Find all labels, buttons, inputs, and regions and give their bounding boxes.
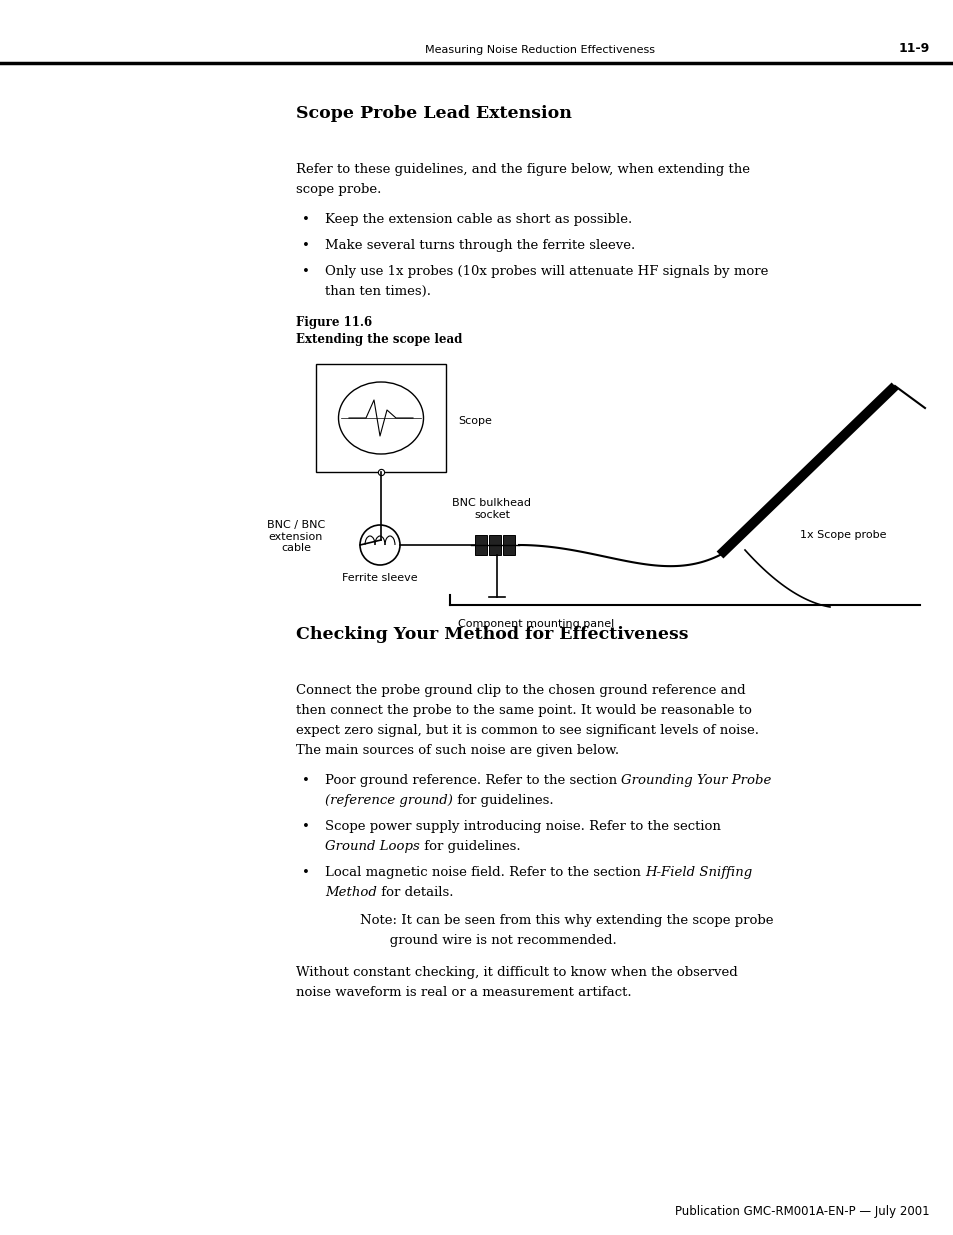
Text: Local magnetic noise field. Refer to the section: Local magnetic noise field. Refer to the… <box>325 866 644 879</box>
Text: 1x Scope probe: 1x Scope probe <box>800 530 885 540</box>
Text: Note: It can be seen from this why extending the scope probe: Note: It can be seen from this why exten… <box>359 914 773 927</box>
Text: H-Field Sniffing: H-Field Sniffing <box>644 866 752 879</box>
Text: •: • <box>302 774 310 787</box>
Text: •: • <box>302 240 310 252</box>
Text: for details.: for details. <box>376 885 453 899</box>
Text: ground wire is not recommended.: ground wire is not recommended. <box>359 934 616 947</box>
Text: Method: Method <box>325 885 376 899</box>
Text: noise waveform is real or a measurement artifact.: noise waveform is real or a measurement … <box>295 986 631 999</box>
Text: BNC / BNC
extension
cable: BNC / BNC extension cable <box>267 520 325 553</box>
Text: scope probe.: scope probe. <box>295 183 381 196</box>
Bar <box>315 364 446 472</box>
Text: for guidelines.: for guidelines. <box>419 840 519 853</box>
Text: •: • <box>302 820 310 832</box>
Text: Refer to these guidelines, and the figure below, when extending the: Refer to these guidelines, and the figur… <box>295 163 749 177</box>
Text: Only use 1x probes (10x probes will attenuate HF signals by more: Only use 1x probes (10x probes will atte… <box>325 266 767 278</box>
Text: (reference ground): (reference ground) <box>325 794 453 806</box>
Text: Checking Your Method for Effectiveness: Checking Your Method for Effectiveness <box>295 626 688 643</box>
Ellipse shape <box>338 382 423 454</box>
Text: •: • <box>302 866 310 879</box>
Text: Scope: Scope <box>457 416 492 426</box>
Text: Publication GMC-RM001A-EN-P — July 2001: Publication GMC-RM001A-EN-P — July 2001 <box>675 1205 929 1218</box>
Text: •: • <box>302 266 310 278</box>
Bar <box>502 535 515 555</box>
Text: Poor ground reference. Refer to the section: Poor ground reference. Refer to the sect… <box>325 774 620 787</box>
Text: Connect the probe ground clip to the chosen ground reference and: Connect the probe ground clip to the cho… <box>295 684 745 697</box>
Circle shape <box>359 525 399 564</box>
Text: then connect the probe to the same point. It would be reasonable to: then connect the probe to the same point… <box>295 704 751 718</box>
Text: Scope power supply introducing noise. Refer to the section: Scope power supply introducing noise. Re… <box>325 820 720 832</box>
Text: Keep the extension cable as short as possible.: Keep the extension cable as short as pos… <box>325 212 632 226</box>
Text: Extending the scope lead: Extending the scope lead <box>295 333 462 346</box>
Text: Figure 11.6: Figure 11.6 <box>295 316 372 329</box>
Text: •: • <box>302 212 310 226</box>
Text: The main sources of such noise are given below.: The main sources of such noise are given… <box>295 743 618 757</box>
Text: Without constant checking, it difficult to know when the observed: Without constant checking, it difficult … <box>295 966 737 979</box>
Text: than ten times).: than ten times). <box>325 285 431 298</box>
Text: Scope Probe Lead Extension: Scope Probe Lead Extension <box>295 105 571 122</box>
Text: 11-9: 11-9 <box>898 42 929 56</box>
Text: Measuring Noise Reduction Effectiveness: Measuring Noise Reduction Effectiveness <box>424 44 655 56</box>
Text: for guidelines.: for guidelines. <box>453 794 553 806</box>
Text: Grounding Your Probe: Grounding Your Probe <box>620 774 771 787</box>
Text: Ground Loops: Ground Loops <box>325 840 419 853</box>
Text: Component mounting panel: Component mounting panel <box>457 619 614 629</box>
Text: BNC bulkhead
socket: BNC bulkhead socket <box>452 499 531 520</box>
Bar <box>489 535 500 555</box>
Text: Ferrite sleeve: Ferrite sleeve <box>342 573 417 583</box>
Text: expect zero signal, but it is common to see significant levels of noise.: expect zero signal, but it is common to … <box>295 724 759 737</box>
Text: Make several turns through the ferrite sleeve.: Make several turns through the ferrite s… <box>325 240 635 252</box>
Bar <box>475 535 486 555</box>
